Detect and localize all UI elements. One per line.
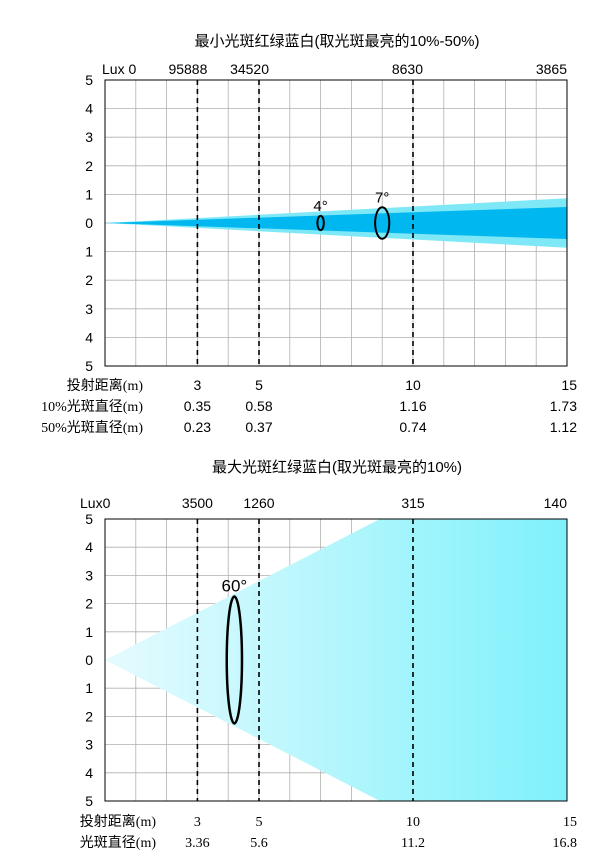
chart-min-spot-table: 投射距离(m) 3 5 10 15 10%光斑直径(m) 0.35 0.58 1.16 1.73 5… (41, 377, 577, 436)
chart-min-spot-y-ticks: 5 4 3 2 1 0 1 2 3 4 5 (85, 72, 93, 374)
table-cell-value: 1.73 (550, 398, 577, 414)
table-cell-value: 0.23 (184, 419, 211, 435)
chart-max-spot-beam (105, 519, 567, 801)
beam-spot-ellipse (225, 595, 244, 725)
y-tick-label: 1 (85, 186, 93, 202)
table-cell-value: 15 (563, 815, 577, 830)
chart-max-spot-dashed-lines (196, 519, 414, 801)
lux-tick-label: 8630 (392, 61, 423, 77)
chart-min-spot-beam (105, 198, 567, 248)
chart-max-spot-lux-label: Lux0 (80, 495, 111, 511)
table-row-label: 50%光斑直径(m) (41, 419, 143, 436)
lux-tick-label: 34520 (230, 61, 269, 77)
y-tick-label: 4 (85, 101, 93, 117)
table-cell-value: 0.37 (245, 419, 272, 435)
y-tick-label: 2 (85, 708, 93, 724)
chart-max-spot-lux-ticks: 3500 1260 315 140 (182, 495, 567, 511)
table-cell-value: 3.36 (185, 836, 210, 851)
beam-angle-label: 60° (222, 577, 248, 596)
y-tick-label: 4 (85, 765, 93, 781)
chart-max-spot-title: 最大光斑红绿蓝白(取光斑最亮的10%) (212, 459, 462, 476)
table-row-label: 光斑直径(m) (80, 834, 157, 851)
y-tick-label: 1 (85, 244, 93, 260)
table-cell-value: 0.58 (245, 398, 272, 414)
chart-min-spot-dashed-lines (196, 80, 414, 366)
beam-angle-label: 7° (375, 189, 389, 206)
y-tick-label: 0 (85, 652, 93, 668)
y-tick-label: 3 (85, 301, 93, 317)
y-tick-label: 5 (85, 511, 93, 527)
table-cell-value: 10 (405, 377, 421, 393)
chart-max-spot-frame (104, 518, 568, 802)
beam-spot-ellipse (374, 206, 391, 240)
chart-min-spot-lux-ticks: 95888 34520 8630 3865 (168, 61, 567, 77)
table-cell-value: 3 (194, 377, 202, 393)
table-row-label: 投射距离(m) (67, 377, 144, 394)
lux-tick-label: 3500 (182, 495, 213, 511)
chart-min-spot-frame (104, 79, 568, 367)
table-cell-value: 10 (406, 815, 420, 830)
y-tick-label: 3 (85, 129, 93, 145)
beam-spot-ellipse (316, 214, 325, 232)
table-cell-value: 3 (194, 815, 201, 830)
beam-50pct (105, 206, 567, 240)
y-tick-label: 2 (85, 272, 93, 288)
table-row-label: 投射距离(m) (80, 813, 157, 830)
chart-min-spot-beam-angles: 4° 7° (313, 189, 391, 240)
y-tick-label: 3 (85, 567, 93, 583)
lux-tick-label: 315 (401, 495, 425, 511)
lux-tick-label: 3865 (536, 61, 567, 77)
y-tick-label: 2 (85, 158, 93, 174)
table-cell-value: 0.74 (399, 419, 426, 435)
y-tick-label: 5 (85, 793, 93, 809)
y-tick-label: 1 (85, 680, 93, 696)
table-cell-value: 15 (561, 377, 577, 393)
table-cell-value: 5 (256, 815, 263, 830)
y-tick-label: 4 (85, 329, 93, 345)
y-tick-label: 5 (85, 72, 93, 88)
y-tick-label: 3 (85, 737, 93, 753)
table-cell-value: 1.12 (550, 419, 577, 435)
table-cell-value: 0.35 (184, 398, 211, 414)
table-cell-value: 5 (255, 377, 263, 393)
y-tick-label: 1 (85, 624, 93, 640)
lux-tick-label: 1260 (243, 495, 274, 511)
lux-tick-label: 140 (544, 495, 568, 511)
table-cell-value: 5.6 (250, 836, 268, 851)
table-row-label: 10%光斑直径(m) (41, 398, 143, 415)
chart-max-spot-beam-angles: 60° (222, 577, 248, 725)
chart-min-spot-lux-label: Lux 0 (102, 61, 136, 77)
chart-min-spot: 最小光斑红绿蓝白(取光斑最亮的10%-50%) 4° 7° Lux 0 95888… (41, 33, 577, 436)
beam-10pct (105, 519, 567, 801)
chart-max-spot-table: 投射距离(m) 3 5 10 15 光斑直径(m) 3.36 5.6 11.2 16.8 (80, 813, 577, 851)
beam-angle-label: 4° (313, 198, 327, 215)
y-tick-label: 5 (85, 358, 93, 374)
chart-max-spot-y-ticks: 5 4 3 2 1 0 1 2 3 4 5 (85, 511, 93, 809)
y-tick-label: 0 (85, 215, 93, 231)
lux-tick-label: 95888 (168, 61, 207, 77)
table-cell-value: 16.8 (553, 836, 578, 851)
chart-max-spot: 最大光斑红绿蓝白(取光斑最亮的10%) 60° Lux0 3500 1260 315… (80, 459, 577, 851)
table-cell-value: 1.16 (399, 398, 426, 414)
y-tick-label: 2 (85, 596, 93, 612)
y-tick-label: 4 (85, 539, 93, 555)
chart-min-spot-title: 最小光斑红绿蓝白(取光斑最亮的10%-50%) (194, 33, 479, 50)
table-cell-value: 11.2 (401, 836, 425, 851)
